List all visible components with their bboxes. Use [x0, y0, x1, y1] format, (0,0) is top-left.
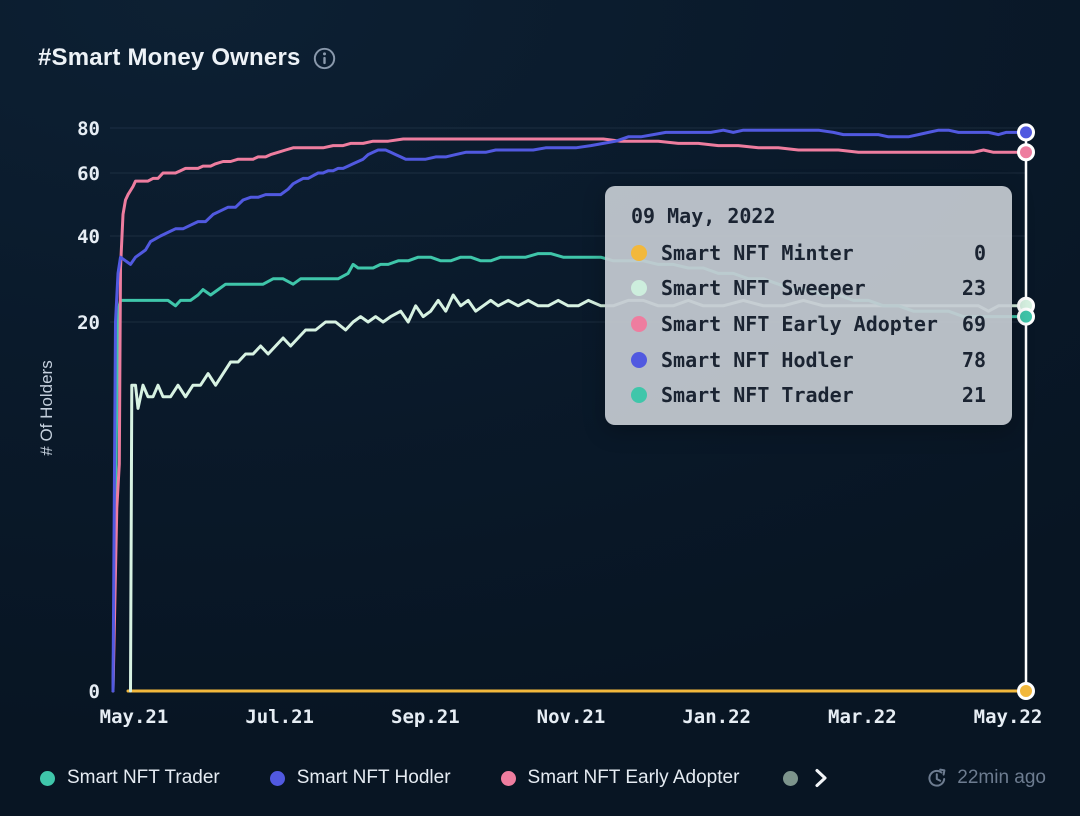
- tooltip-row: Smart NFT Hodler 78: [631, 342, 986, 378]
- legend-item-hodler[interactable]: Smart NFT Hodler: [269, 767, 451, 789]
- legend-overflow-item[interactable]: [783, 770, 802, 786]
- info-icon[interactable]: [312, 46, 337, 71]
- chart-title: #Smart Money Owners: [38, 44, 301, 71]
- y-tick-label: 60: [77, 163, 100, 185]
- x-tick-label: Jan.22: [682, 706, 751, 728]
- series-name: Smart NFT Hodler: [661, 347, 854, 372]
- crosshair-point: [1017, 143, 1035, 162]
- series-name: Smart NFT Minter: [661, 240, 854, 265]
- early-adopter-legend-dot: [500, 770, 516, 786]
- series-line: [111, 128, 1028, 693]
- chart-header: #Smart Money Owners: [38, 44, 337, 72]
- legend-item-early-adopter[interactable]: Smart NFT Early Adopter: [500, 767, 740, 789]
- series-name: Smart NFT Trader: [661, 383, 854, 408]
- legend-item-trader[interactable]: Smart NFT Trader: [40, 767, 220, 789]
- legend-next-chevron-icon[interactable]: [808, 766, 832, 790]
- series-line: [111, 137, 1028, 693]
- x-tick-label: Sep.21: [391, 706, 460, 728]
- series-value: 78: [961, 347, 986, 372]
- minter-series-dot: [631, 244, 647, 261]
- x-tick-label: Jul.21: [245, 706, 314, 728]
- series-name: Smart NFT Early Adopter: [661, 311, 938, 336]
- crosshair-point: [1017, 307, 1035, 326]
- tooltip-row: Smart NFT Early Adopter 69: [631, 306, 986, 342]
- crosshair-point: [1017, 123, 1035, 142]
- crosshair-point: [1017, 682, 1035, 700]
- x-tick-label: May.22: [974, 706, 1043, 728]
- legend: Smart NFT Trader Smart NFT Hodler Smart …: [40, 759, 1046, 797]
- y-axis-title: # Of Holders: [37, 360, 56, 455]
- x-tick-label: May.21: [100, 706, 169, 728]
- tooltip-date: 09 May, 2022: [631, 204, 776, 228]
- early-adopter-series-dot: [631, 315, 647, 332]
- last-updated: 22min ago: [926, 767, 1046, 789]
- tooltip-row: Smart NFT Sweeper 23: [631, 271, 986, 307]
- overflow-legend-dot: [783, 770, 799, 786]
- series-value: 21: [961, 383, 986, 408]
- refresh-clock-icon: [926, 767, 948, 789]
- y-tick-label: 20: [77, 312, 100, 334]
- hodler-legend-dot: [269, 770, 285, 786]
- series-name: Smart NFT Sweeper: [661, 276, 866, 301]
- legend-label: Smart NFT Hodler: [296, 767, 451, 788]
- chart-tooltip: 09 May, 2022 Smart NFT Minter 0 Smart NF…: [605, 186, 1012, 425]
- hodler-series-dot: [631, 351, 647, 368]
- x-tick-label: Nov.21: [537, 706, 606, 728]
- y-tick-label: 80: [77, 118, 100, 140]
- sweeper-series-dot: [631, 280, 647, 297]
- legend-label: Smart NFT Trader: [67, 767, 220, 788]
- y-tick-label: 40: [77, 226, 100, 248]
- series-value: 69: [961, 311, 986, 336]
- last-updated-text: 22min ago: [957, 767, 1046, 788]
- trader-legend-dot: [40, 770, 55, 786]
- tooltip-row: Smart NFT Trader 21: [631, 377, 986, 413]
- trader-series-dot: [631, 387, 647, 404]
- tooltip-row: Smart NFT Minter 0: [631, 235, 986, 271]
- legend-label: Smart NFT Early Adopter: [527, 767, 740, 788]
- series-value: 23: [961, 276, 986, 301]
- x-tick-label: Mar.22: [828, 706, 897, 728]
- y-tick-label: 0: [89, 681, 100, 703]
- series-value: 0: [973, 240, 986, 265]
